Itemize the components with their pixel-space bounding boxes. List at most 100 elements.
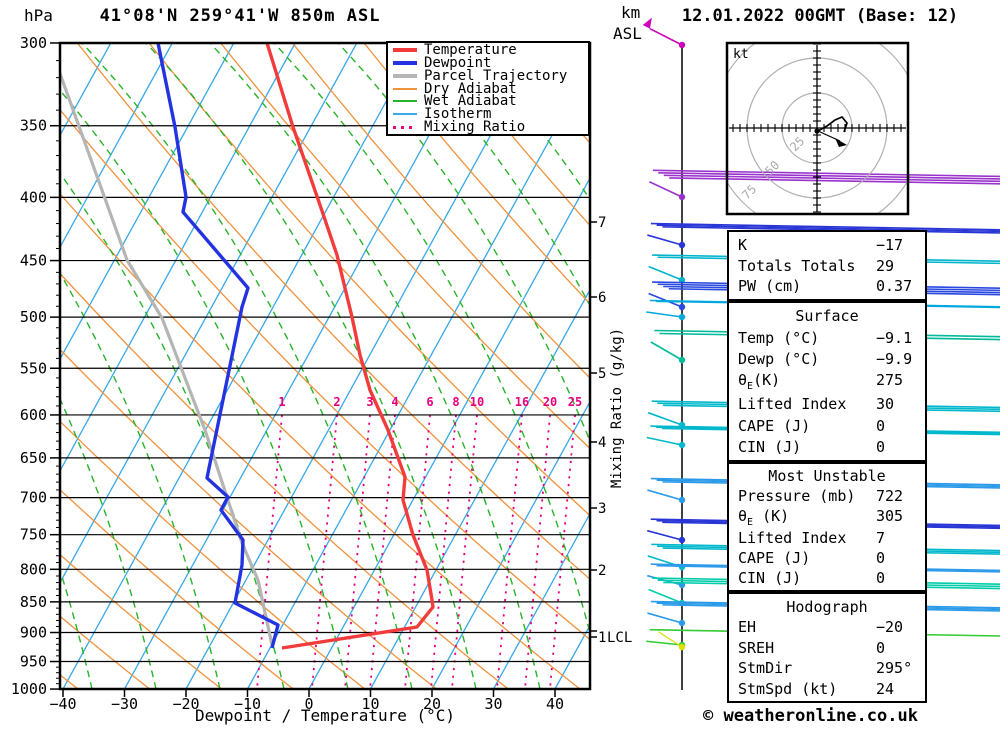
stats-value: 29 [876,256,895,275]
mixing-ratio-value-label: 3 [366,395,373,409]
stats-table-row: Pressure (mb) 722 [738,487,925,505]
wet-adiabat-line [60,172,285,689]
pressure-axis-unit: hPa [24,6,53,25]
stats-table-row: θE(K) 275 [738,371,925,392]
pressure-tick-label: 950 [20,653,47,671]
stats-value: −20 [876,618,904,636]
dry-adiabat-line [60,272,509,689]
legend-item: Temperature [393,42,588,58]
pressure-tick-label: 900 [20,624,47,642]
stats-table-row: CAPE (J) 0 [738,417,925,435]
legend-swatch-thick [393,60,417,65]
datetime-title: 12.01.2022 00GMT (Base: 12) [681,6,959,26]
isotherm-line [62,43,419,689]
mixing-ratio-value-label: 8 [452,395,459,409]
stats-label: Lifted Index [738,395,847,414]
wet-adiabat-line [60,271,221,689]
temperature-tick-label: 0 [304,695,313,713]
legend-item: Isotherm [393,106,588,123]
stats-table-title: Most Unstable [768,466,886,485]
wet-adiabat-line [273,43,590,636]
km-tick-label: 4 [598,435,606,451]
legend-item: Dry Adiabat [393,80,588,97]
stats-table-row: CIN (J) 0 [738,569,925,587]
wet-adiabat-line [60,89,349,689]
pressure-tick-label: 750 [20,526,47,544]
pressure-tick-label: 700 [20,489,47,507]
km-tick-label: 3 [598,501,606,517]
temperature-tick-label: 20 [423,695,441,713]
mixing-ratio-line [549,414,576,689]
stats-label: CAPE (J) [738,549,811,568]
temperature-tick-label: −10 [234,695,261,713]
temperature-tick-label: −30 [111,695,138,713]
mixing-ratio-value-label: 4 [391,395,398,409]
stats-label: CAPE (J) [738,416,811,435]
legend-item: Wet Adiabat [393,93,588,109]
km-tick-label: 7 [598,215,606,231]
hodograph-trace [817,115,848,133]
stats-value: 305 [876,506,904,525]
stats-value: 0 [876,549,886,568]
mixing-ratio-line [404,414,431,689]
mixing-ratio-value-label: 10 [470,395,484,409]
altitude-axis-unit-km: km [621,3,641,22]
legend-item-label: Isotherm [424,106,492,123]
temperature-tick-label: −20 [172,695,199,713]
mixing-ratio-line [344,414,371,689]
stats-table-row: Totals Totals 29 [738,257,925,275]
pressure-tick-label: 1000 [11,680,47,698]
legend-swatch-thick [393,47,417,52]
stats-label: K [738,235,748,254]
stats-value: 0 [876,638,886,657]
stats-table-row: SREH 0 [738,639,925,657]
stats-label: Pressure (mb) [738,486,856,505]
stats-value: 0 [876,416,886,435]
isotherm-line [246,64,590,689]
dry-adiabat-line [435,43,590,227]
stats-label: StmSpd (kt) [738,679,838,698]
isotherm-line [492,512,590,689]
station-title: 41°08'N 259°41'W 850m ASL [99,6,381,26]
pressure-tick-label: 450 [20,252,47,270]
wet-adiabat-line [209,43,541,689]
legend-item: Mixing Ratio [393,119,588,136]
mixing-ratio-line [430,414,457,689]
temperature-tick-label: 10 [361,695,379,713]
dry-adiabat-line [291,43,590,379]
stats-value: 30 [876,395,895,414]
pressure-tick-label: 650 [20,449,47,467]
stats-label: EH [738,618,757,636]
stats-value: 722 [876,486,904,505]
stats-value: −9.1 [876,328,913,347]
stats-value: −9.9 [876,349,913,368]
watermark-credit: © weatheronline.co.uk [703,706,918,726]
legend-swatch-dotted [393,125,417,129]
stats-label: CIN (J) [738,437,802,456]
stats-value: 7 [876,529,886,548]
dry-adiabat-line [363,43,590,305]
mixing-ratio-value-label: 1 [278,395,285,409]
stats-table-row: CAPE (J) 0 [738,549,925,567]
dry-adiabat-line [60,420,366,689]
stats-table-title: Surface [795,307,859,326]
dewpoint-curve [156,43,280,649]
dry-adiabat-line [60,192,581,689]
legend-swatch-thick [393,73,417,78]
dry-adiabat-line [148,43,590,517]
stats-table: Surface Temp (°C) −9.1 Dewp (°C) −9.9 θE(K) 27… [727,301,927,462]
km-tick-label: 5 [598,366,606,382]
stats-value: −17 [876,235,904,254]
isotherm-line [60,43,112,137]
legend-item-label: Dry Adiabat [424,80,517,97]
stats-table-row: Temp (°C) −9.1 [738,329,925,347]
stats-table-row: EH −20 [738,618,925,636]
stats-table-title: Hodograph [786,597,868,616]
skewt-background [60,43,590,689]
stats-value: 0 [876,569,886,588]
dry-adiabat-line [60,553,222,689]
x-axis-title: Dewpoint / Temperature (°C) [194,706,456,725]
legend-item-label: Mixing Ratio [424,119,526,136]
mixing-ratio-value-label: 6 [426,395,433,409]
pressure-tick-label: 800 [20,560,47,578]
